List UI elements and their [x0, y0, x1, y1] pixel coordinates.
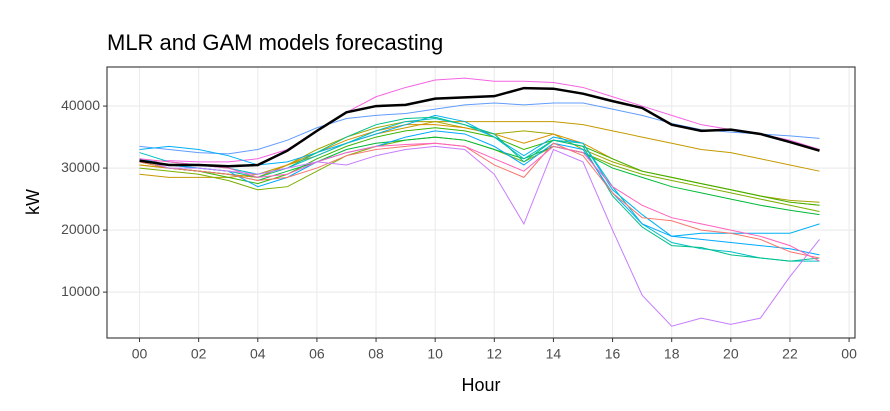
x-tick-label: 06 [309, 346, 325, 362]
y-axis-title: kW [23, 189, 43, 215]
x-tick-label: 22 [782, 346, 798, 362]
series-line [139, 142, 820, 259]
y-tick-label: 30000 [61, 159, 100, 175]
x-tick-label: 04 [250, 346, 266, 362]
x-tick-label: 00 [132, 346, 148, 362]
series-line [139, 86, 820, 168]
x-tick-label: 00 [841, 346, 857, 362]
x-tick-label: 14 [546, 346, 562, 362]
series-line [139, 77, 820, 163]
x-tick-label: 02 [191, 346, 207, 362]
series-line [139, 121, 820, 178]
chart-title: MLR and GAM models forecasting [107, 30, 443, 55]
y-tick-label: 40000 [61, 97, 100, 113]
series-line [139, 130, 820, 256]
x-tick-label: 12 [487, 346, 503, 362]
x-axis-title: Hour [461, 375, 500, 395]
series-line [139, 102, 820, 155]
series-line [139, 145, 820, 327]
series-line [139, 117, 820, 262]
y-tick-label: 10000 [61, 283, 100, 299]
series-line [139, 116, 820, 262]
series-line [139, 142, 820, 262]
series-line [139, 127, 820, 206]
x-tick-label: 16 [605, 346, 621, 362]
x-tick-label: 20 [723, 346, 739, 362]
x-tick-label: 18 [664, 346, 680, 362]
plot-border [106, 66, 856, 339]
x-tick-label: 08 [368, 346, 384, 362]
y-tick-label: 20000 [61, 221, 100, 237]
x-tick-label: 10 [427, 346, 443, 362]
